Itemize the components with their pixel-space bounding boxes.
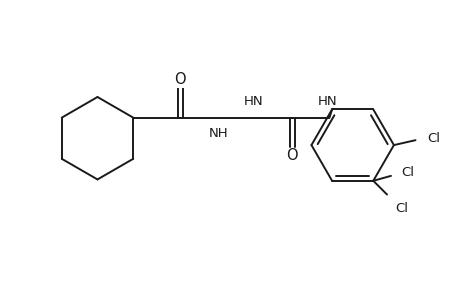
Text: HN: HN — [244, 95, 263, 108]
Text: NH: NH — [208, 128, 228, 140]
Text: Cl: Cl — [394, 202, 407, 215]
Text: O: O — [174, 72, 186, 87]
Text: Cl: Cl — [400, 167, 413, 179]
Text: O: O — [286, 148, 297, 164]
Text: HN: HN — [317, 95, 336, 108]
Text: Cl: Cl — [426, 132, 439, 145]
